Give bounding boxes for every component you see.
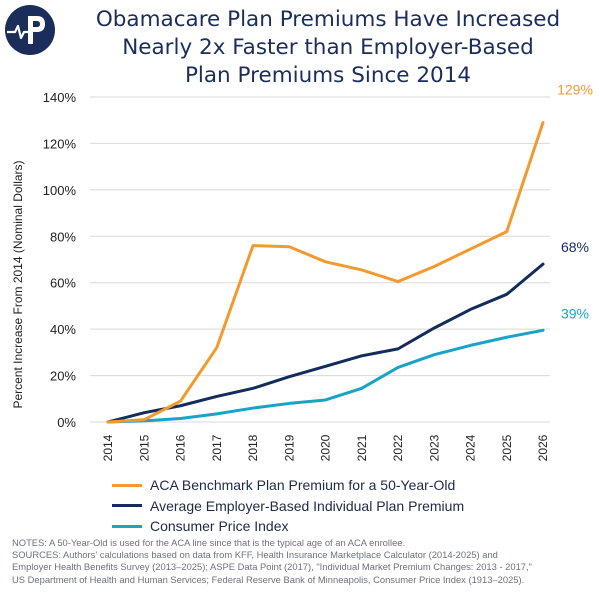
end-label-employer: 68% [561,239,589,255]
chart-title: Obamacare Plan Premiums Have Increased N… [60,6,596,90]
title-line-1: Obamacare Plan Premiums Have Increased [95,7,561,32]
x-tick-label: 2023 [427,434,441,461]
x-tick-label: 2016 [174,434,188,461]
sources-line: Employer Health Benefits Survey (2013–20… [12,561,532,573]
series-line-aca [106,121,545,424]
x-tick-label: 2025 [500,434,514,461]
x-tick-label: 2015 [137,434,151,461]
legend-swatch-aca [112,483,142,487]
legend-item-cpi: Consumer Price Index [112,516,464,537]
line-chart: 0% 20% 40% 60% 80% 100% 120% 140% 2014 2015 2016 20… [11,82,593,462]
sources-line: US Department of Health and Human Servic… [12,573,525,585]
x-tick-label: 2021 [355,434,369,461]
notes-sources: NOTES: A 50-Year-Old is used for the ACA… [12,537,592,586]
title-line-2: Nearly 2x Faster than Employer-Based [122,35,534,60]
y-tick-label: 60% [50,276,76,291]
title-line-3: Plan Premiums Since 2014 [184,63,472,88]
legend-label-cpi: Consumer Price Index [150,518,289,535]
x-tick-label: 2017 [210,434,224,461]
sources-line: SOURCES: Authors' calculations based on … [12,549,498,561]
x-tick-label: 2014 [101,434,115,461]
end-label-aca: 129% [557,82,593,98]
legend-item-aca: ACA Benchmark Plan Premium for a 50-Year… [112,475,464,496]
y-tick-label: 40% [50,322,76,337]
y-tick-label: 80% [50,229,76,244]
y-axis-label: Percent Increase From 2014 (Nominal Doll… [11,160,25,408]
legend: ACA Benchmark Plan Premium for a 50-Year… [112,475,464,537]
y-tick-label: 20% [50,369,76,384]
legend-label-employer: Average Employer-Based Individual Plan P… [150,497,465,514]
series-line-employer [106,262,545,424]
x-tick-label: 2024 [464,434,478,461]
y-tick-label: 140% [43,90,77,105]
y-tick-label: 0% [57,415,76,430]
x-tick-label: 2018 [246,434,260,461]
legend-label-aca: ACA Benchmark Plan Premium for a 50-Year… [150,477,456,494]
y-tick-label: 100% [43,183,77,198]
logo-icon [5,5,55,55]
legend-swatch-employer [112,504,142,508]
x-tick-label: 2019 [282,434,296,461]
x-tick-label: 2026 [536,434,550,461]
end-label-cpi: 39% [561,305,589,321]
x-tick-label: 2022 [391,434,405,461]
y-tick-label: 120% [43,136,77,151]
notes-line: NOTES: A 50-Year-Old is used for the ACA… [12,537,406,548]
legend-swatch-cpi [112,524,142,528]
x-tick-label: 2020 [319,434,333,461]
legend-item-employer: Average Employer-Based Individual Plan P… [112,496,464,517]
series-line-cpi [106,328,545,424]
